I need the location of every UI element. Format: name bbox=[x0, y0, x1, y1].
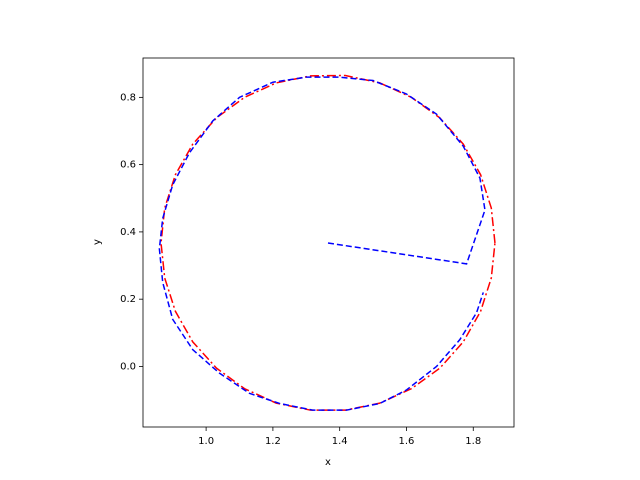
y-tick-label: 0.6 bbox=[120, 160, 136, 171]
y-tick-label: 0.2 bbox=[120, 294, 136, 305]
x-tick-label: 1.4 bbox=[332, 436, 348, 447]
line bbox=[160, 74, 496, 411]
x-tick-label: 1.2 bbox=[265, 436, 281, 447]
y-tick-label: 0.0 bbox=[120, 361, 136, 372]
plot-frame bbox=[142, 57, 515, 428]
x-tick-label: 1.8 bbox=[465, 436, 481, 447]
x-tick-label: 1.0 bbox=[198, 436, 214, 447]
line bbox=[158, 76, 486, 411]
y-axis-label: y bbox=[92, 239, 103, 245]
x-tick-label: 1.6 bbox=[399, 436, 415, 447]
x-axis-label: x bbox=[325, 457, 331, 468]
y-tick-label: 0.8 bbox=[120, 92, 136, 103]
y-tick-label: 0.4 bbox=[120, 227, 136, 238]
